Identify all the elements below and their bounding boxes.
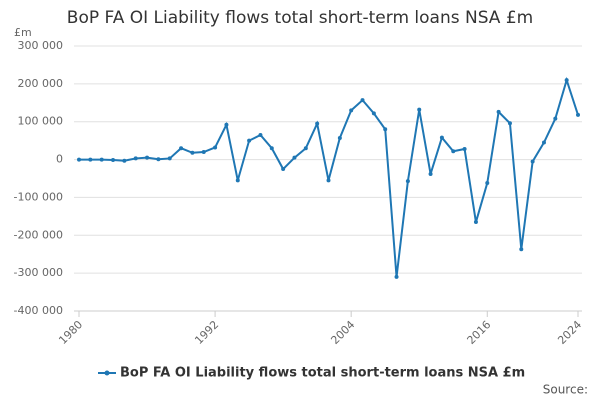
data-point [156,157,161,162]
data-point [247,138,252,143]
data-point [473,220,478,225]
data-point [541,140,546,145]
data-point [349,108,354,113]
data-point [405,179,410,184]
data-point [485,181,490,186]
x-tick-label: 2016 [465,318,494,347]
data-point [519,247,524,252]
data-point [99,157,104,162]
data-point [417,107,422,112]
legend-label: BoP FA OI Liability flows total short-te… [120,366,525,381]
data-point [303,146,308,151]
x-tick-label: 2024 [555,318,584,347]
data-point [258,132,263,137]
legend-marker [104,370,110,376]
data-point [530,159,535,164]
data-point [133,156,138,161]
y-axis-label: £m [14,26,32,39]
data-point [224,122,229,127]
y-tick-label: -200 000 [14,228,63,241]
data-point [564,78,569,83]
y-tick-label: 0 [56,153,63,166]
data-point [190,150,195,155]
data-point [451,149,456,154]
y-tick-label: 200 000 [18,77,64,90]
data-point [88,157,93,162]
y-tick-label: -400 000 [14,304,63,317]
data-point [111,157,116,162]
data-point [281,167,286,172]
data-point [201,150,206,154]
data-point [337,135,342,140]
data-point [292,155,297,160]
data-point [167,156,172,161]
chart-title: BoP FA OI Liability flows total short-te… [67,8,533,28]
y-tick-label: 100 000 [18,115,64,128]
data-point [439,135,444,140]
y-tick-label: -100 000 [14,190,63,203]
data-point [145,155,150,160]
x-tick-label: 2004 [328,318,357,347]
source: Source: [543,383,588,397]
y-tick-label: -300 000 [14,266,63,279]
data-point [576,112,580,117]
data-point [383,127,388,132]
y-tick-label: 300 000 [18,39,64,52]
x-tick-label: 1992 [192,318,221,347]
data-point [315,121,320,126]
data-point [122,158,127,163]
data-point [496,109,501,114]
data-point [371,111,376,116]
data-point [507,121,512,126]
data-point [179,146,184,151]
data-point [553,116,558,121]
data-point [235,178,240,183]
data-point [394,274,399,279]
data-point [428,171,433,176]
data-point [269,146,274,151]
data-point [360,98,365,103]
x-tick-label: 1980 [56,318,85,347]
data-point [326,178,331,183]
data-point [462,146,467,151]
data-point [213,145,218,150]
data-point [77,157,81,162]
